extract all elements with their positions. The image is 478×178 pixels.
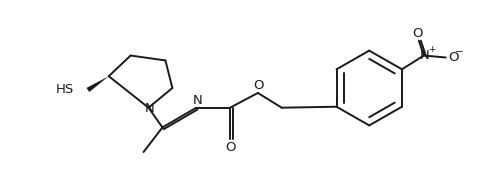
Text: O: O [254,78,264,91]
Text: N: N [420,49,430,62]
Text: O: O [413,27,423,40]
Text: N: N [192,94,202,107]
Text: +: + [428,45,435,54]
Text: −: − [455,47,464,57]
Text: HS: HS [56,83,74,96]
Text: O: O [225,141,235,154]
Polygon shape [87,76,109,92]
Text: N: N [145,102,154,115]
Text: O: O [448,51,459,64]
